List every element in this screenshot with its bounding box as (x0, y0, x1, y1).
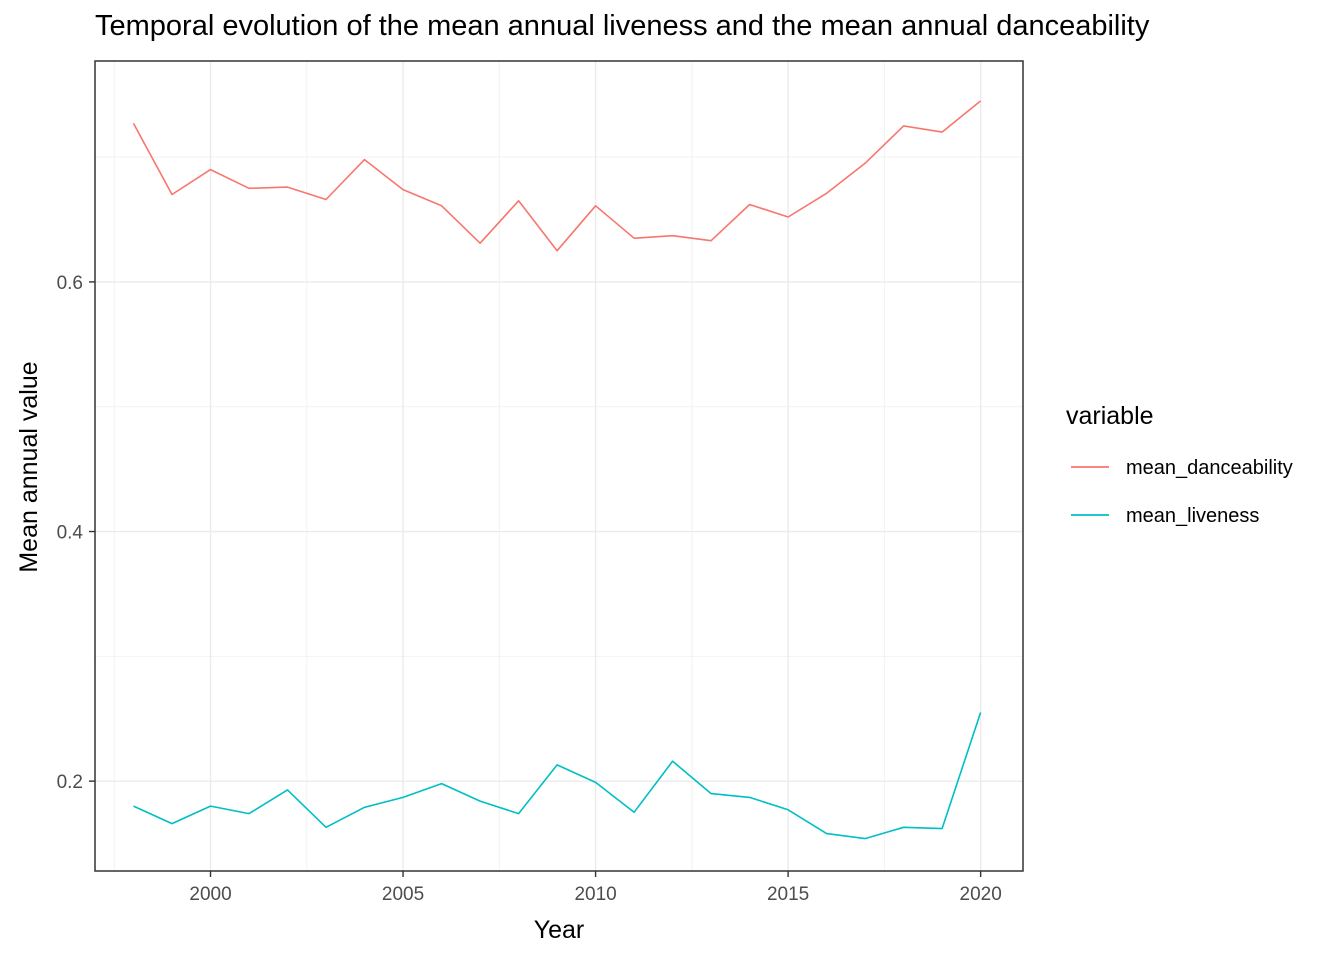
series-line-mean-liveness (133, 712, 982, 840)
legend-label-mean-danceability: mean_danceability (1126, 457, 1293, 479)
y-tick-label: 0.2 (57, 772, 83, 793)
legend: variable mean_danceability mean_liveness (1066, 402, 1293, 527)
y-tick-label: 0.4 (57, 523, 84, 544)
x-tick-label: 2020 (960, 884, 1002, 905)
x-axis-ticks: 2000 2005 2010 2015 2020 (189, 871, 1002, 905)
y-axis-ticks: 0.2 0.4 0.6 (57, 273, 95, 793)
x-tick-label: 2005 (382, 884, 424, 905)
y-tick-label: 0.6 (57, 273, 83, 294)
x-axis-title: Year (534, 916, 585, 944)
x-tick-label: 2000 (189, 884, 231, 905)
series-line-mean-danceability (132, 100, 982, 252)
x-tick-label: 2015 (767, 884, 809, 905)
x-tick-label: 2010 (574, 884, 616, 905)
major-gridlines (95, 61, 1023, 871)
legend-title: variable (1066, 402, 1154, 430)
legend-label-mean-liveness: mean_liveness (1126, 505, 1259, 527)
minor-gridlines (95, 61, 1023, 871)
y-axis-title: Mean annual value (15, 361, 43, 572)
legend-items: mean_danceability mean_liveness (1071, 457, 1293, 527)
series-lines (132, 100, 982, 840)
chart-title: Temporal evolution of the mean annual li… (95, 10, 1150, 42)
plot-panel-border (94, 60, 1024, 872)
